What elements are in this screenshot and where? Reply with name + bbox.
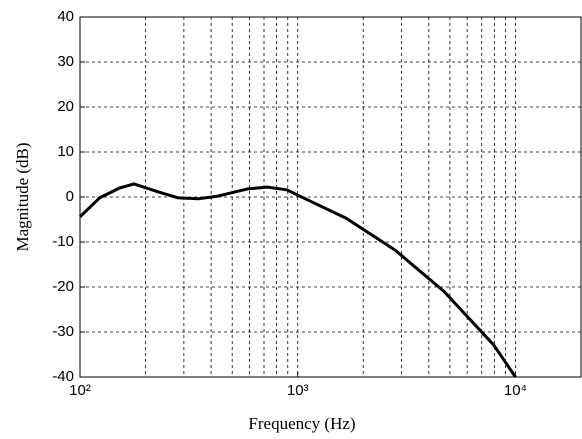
y-tick-label: 0 — [66, 188, 74, 205]
y-tick-label: -10 — [52, 233, 74, 250]
y-tick-label: 30 — [57, 53, 74, 70]
y-tick-label: -40 — [52, 368, 74, 385]
y-tick-label: -20 — [52, 278, 74, 295]
y-tick-label: 20 — [57, 98, 74, 115]
y-tick-label: 40 — [57, 8, 74, 25]
x-tick-label: 10⁴ — [504, 382, 527, 399]
x-tick-label: 10³ — [287, 382, 309, 399]
x-axis-label: Frequency (Hz) — [248, 414, 355, 433]
y-tick-label: 10 — [57, 143, 74, 160]
line — [78, 182, 517, 378]
x-tick-label: 10² — [69, 382, 91, 399]
plot-frame — [79, 16, 582, 378]
y-tick-label: -30 — [52, 323, 74, 340]
y-axis-label: Magnitude (dB) — [13, 142, 32, 251]
